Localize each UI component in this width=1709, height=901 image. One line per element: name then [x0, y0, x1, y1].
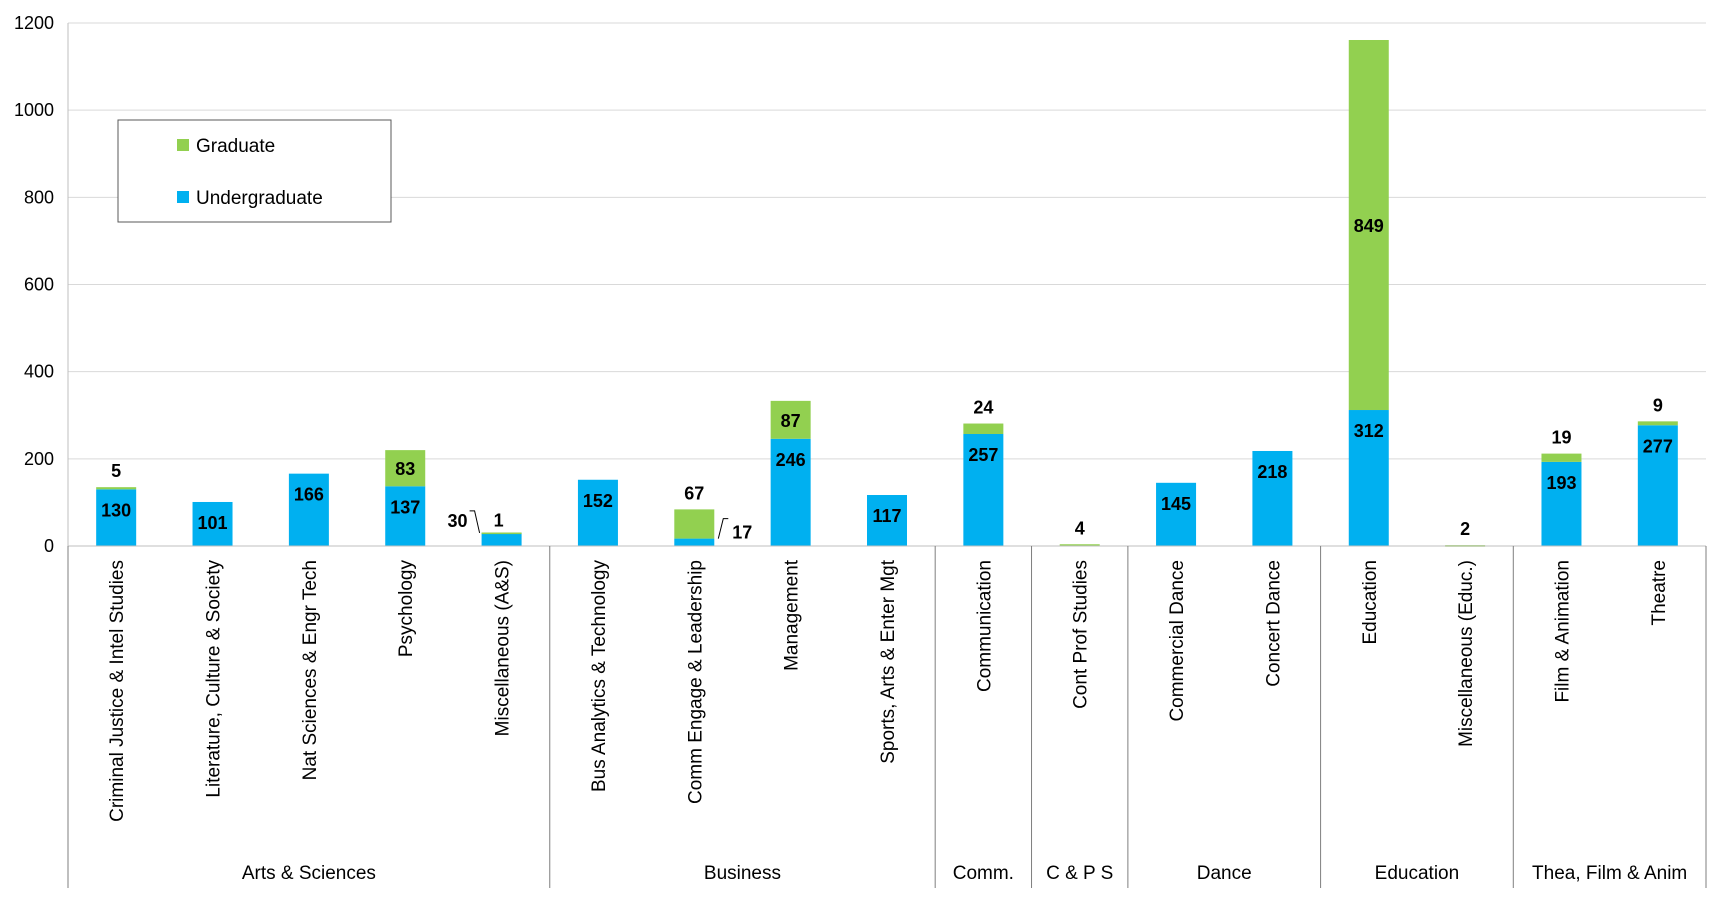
data-label-undergraduate: 17 — [732, 523, 752, 543]
data-label-undergraduate: 193 — [1546, 473, 1576, 493]
y-tick-label: 200 — [24, 449, 54, 469]
bar-graduate — [770, 400, 811, 439]
group-label: Business — [704, 863, 781, 884]
group-label: Dance — [1197, 863, 1252, 884]
y-tick-label: 400 — [24, 362, 54, 382]
group-label: Thea, Film & Anim — [1532, 863, 1687, 884]
bar-undergraduate — [192, 501, 233, 546]
data-label-graduate: 1 — [494, 510, 504, 530]
data-label-graduate: 83 — [395, 459, 415, 479]
bar-undergraduate — [1156, 482, 1197, 546]
category-label: Concert Dance — [1263, 560, 1284, 687]
data-label-graduate: 24 — [973, 398, 993, 418]
category-axis: Criminal Justice & Intel Studies Literatu… — [67, 23, 1707, 888]
data-labels: 130 5 101 166 137 83 30 1 152 17 67 246 87 117 257 24 4 1… — [101, 216, 1673, 543]
category-label: Miscellaneous (Educ.) — [1456, 560, 1477, 747]
y-axis-ticks: 0 200 400 600 800 1000 1200 — [14, 13, 54, 556]
category-label: Commercial Dance — [1167, 560, 1188, 722]
data-label-undergraduate: 145 — [1161, 494, 1191, 514]
bar-undergraduate — [1252, 450, 1293, 546]
legend-label: Undergraduate — [196, 188, 323, 209]
data-label-undergraduate: 152 — [583, 491, 613, 511]
bar-undergraduate — [1541, 461, 1582, 546]
data-label-graduate: 9 — [1653, 395, 1663, 415]
bar-undergraduate — [96, 489, 137, 546]
data-label-undergraduate: 246 — [776, 450, 806, 470]
data-label-undergraduate: 130 — [101, 500, 131, 520]
legend-swatch — [177, 191, 189, 203]
data-label-undergraduate: 30 — [448, 511, 468, 531]
leader-line — [717, 518, 729, 539]
category-label: Criminal Justice & Intel Studies — [107, 560, 128, 822]
bar-undergraduate — [867, 495, 907, 546]
y-tick-label: 1000 — [14, 100, 54, 120]
category-label: Communication — [974, 560, 995, 692]
group-label: Arts & Sciences — [242, 863, 376, 884]
category-label: Bus Analytics & Technology — [589, 560, 610, 793]
category-label: Education — [1360, 560, 1381, 645]
data-label-graduate: 19 — [1551, 428, 1571, 448]
data-label-undergraduate: 277 — [1643, 436, 1673, 456]
bar-undergraduate — [481, 532, 522, 546]
category-label: Management — [782, 559, 803, 671]
legend: Graduate Undergraduate — [117, 119, 392, 223]
bar-undergraduate — [385, 486, 426, 546]
group-label: Comm. — [953, 863, 1014, 884]
bar-graduate — [1541, 453, 1582, 462]
bar-graduate — [1348, 39, 1389, 411]
data-label-graduate: 67 — [684, 483, 704, 503]
y-tick-label: 600 — [24, 275, 54, 295]
bar-graduate — [1637, 421, 1678, 426]
category-label: Miscellaneous (A&S) — [493, 560, 514, 736]
bar-graduate — [1059, 544, 1100, 546]
bar-undergraduate — [963, 433, 1004, 546]
legend-swatch — [177, 139, 189, 151]
data-label-undergraduate: 257 — [968, 445, 998, 465]
bar-graduate — [674, 509, 715, 539]
leader-line — [469, 510, 481, 534]
data-label-graduate: 849 — [1354, 216, 1384, 236]
group-label: Education — [1375, 863, 1460, 884]
data-label-undergraduate: 218 — [1257, 462, 1287, 482]
category-label: Comm Engage & Leadership — [685, 560, 706, 804]
data-label-graduate: 4 — [1075, 518, 1085, 538]
data-label-undergraduate: 166 — [294, 485, 324, 505]
data-label-undergraduate: 117 — [872, 506, 901, 526]
bar-graduate — [481, 532, 522, 535]
category-label: Psychology — [396, 560, 417, 658]
data-label-undergraduate: 312 — [1354, 421, 1384, 441]
category-label: Nat Sciences & Engr Tech — [300, 560, 321, 780]
legend-box — [117, 119, 392, 223]
bar-graduate — [385, 450, 426, 487]
y-tick-label: 800 — [24, 187, 54, 207]
data-label-undergraduate: 137 — [390, 497, 420, 517]
data-label-undergraduate: 101 — [198, 513, 228, 533]
bar-undergraduate — [288, 473, 329, 546]
bar-undergraduate — [1348, 410, 1389, 546]
bar-undergraduate — [674, 538, 715, 546]
data-label-graduate: 5 — [111, 461, 121, 481]
category-label: Sports, Arts & Enter Mgt — [878, 559, 899, 764]
bars — [96, 39, 1678, 547]
category-label: Literature, Culture & Society — [204, 560, 225, 798]
bar-graduate — [963, 423, 1004, 434]
category-label: Film & Animation — [1552, 560, 1573, 703]
y-tick-label: 0 — [44, 536, 54, 556]
y-tick-label: 1200 — [14, 13, 54, 33]
data-label-graduate: 2 — [1460, 519, 1470, 539]
bar-undergraduate — [770, 438, 811, 546]
category-label: Cont Prof Studies — [1071, 560, 1092, 709]
group-label: C & P S — [1046, 863, 1113, 884]
gridlines — [68, 22, 1706, 460]
bar-undergraduate — [577, 479, 618, 546]
legend-label: Graduate — [196, 136, 275, 157]
bar-graduate — [96, 487, 137, 490]
data-label-graduate: 87 — [781, 411, 801, 431]
category-label: Theatre — [1649, 560, 1670, 625]
bar-undergraduate — [1637, 425, 1678, 546]
